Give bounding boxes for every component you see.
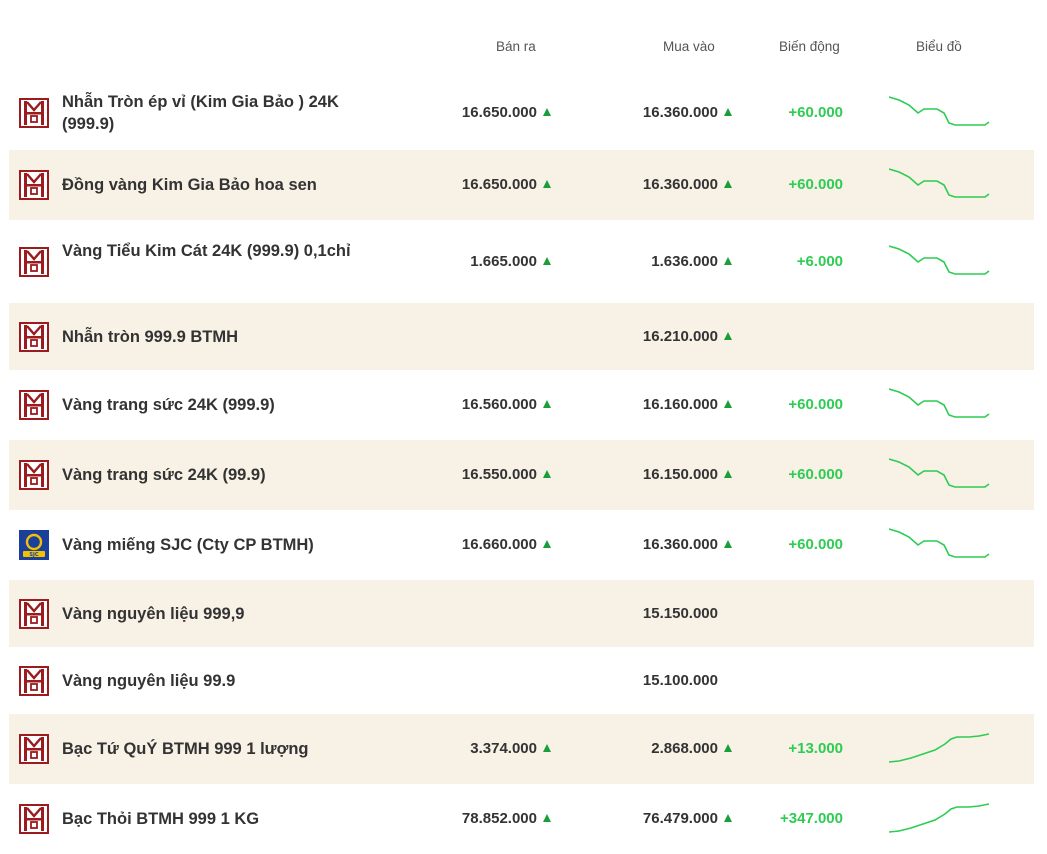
up-arrow-icon <box>543 470 551 478</box>
up-arrow-icon <box>724 470 732 478</box>
up-arrow-icon <box>724 108 732 116</box>
sparkline-chart[interactable] <box>888 525 991 565</box>
sell-price: 1.665.000 <box>470 252 537 270</box>
btmh-logo-icon <box>19 665 49 696</box>
table-row[interactable]: Vàng nguyên liệu 999,9 15.150.000 <box>9 580 1034 647</box>
btmh-logo-icon <box>19 804 49 834</box>
sell-price: 16.550.000 <box>461 466 537 483</box>
table-row[interactable]: Bạc Tứ QuÝ BTMH 999 1 lượng 3.374.000 2.86… <box>9 714 1034 784</box>
product-name[interactable]: Vàng miếng SJC (Cty CP BTMH) <box>62 536 314 554</box>
table-header: Bán ra Mua vào Biến động Biểu đồ <box>9 0 1034 76</box>
buy-price: 16.360.000 <box>642 536 718 553</box>
up-arrow-icon <box>724 744 732 752</box>
sparkline-chart[interactable] <box>888 93 991 133</box>
sparkline-chart[interactable] <box>888 455 991 495</box>
btmh-logo-icon <box>19 170 49 200</box>
sell-price: 16.660.000 <box>461 536 537 553</box>
buy-price: 15.150.000 <box>642 604 718 622</box>
product-name[interactable]: Bạc Tứ QuÝ BTMH 999 1 lượng <box>62 740 309 758</box>
btmh-logo-icon <box>19 98 49 128</box>
product-name[interactable]: Vàng nguyên liệu 999,9 <box>62 604 245 623</box>
price-change: +60.000 <box>788 466 843 483</box>
buy-price: 1.636.000 <box>651 252 718 270</box>
col-buy-header: Mua vào <box>663 39 715 54</box>
price-change: +60.000 <box>788 396 843 413</box>
up-arrow-icon <box>724 540 732 548</box>
price-change: +60.000 <box>788 176 843 193</box>
btmh-logo-icon <box>19 321 49 352</box>
product-name[interactable]: Vàng nguyên liệu 99.9 <box>62 671 236 690</box>
sjc-logo-icon: SJC <box>19 530 49 560</box>
svg-text:SJC: SJC <box>29 552 38 558</box>
price-change: +60.000 <box>788 104 843 121</box>
sparkline-chart[interactable] <box>888 242 991 282</box>
buy-price: 16.150.000 <box>642 466 718 483</box>
product-name[interactable]: Vàng trang sức 24K (99.9) <box>62 466 266 484</box>
up-arrow-icon <box>724 814 732 822</box>
btmh-logo-icon <box>19 246 49 277</box>
table-row[interactable]: Đồng vàng Kim Gia Bảo hoa sen 16.650.000 1… <box>9 150 1034 220</box>
price-change: +347.000 <box>780 810 843 827</box>
sell-price: 16.560.000 <box>461 396 537 413</box>
buy-price: 76.479.000 <box>642 810 718 827</box>
up-arrow-icon <box>543 540 551 548</box>
buy-price: 16.160.000 <box>642 396 718 413</box>
table-row[interactable]: Vàng nguyên liệu 99.9 15.100.000 <box>9 647 1034 714</box>
table-row[interactable]: Vàng trang sức 24K (999.9) 16.560.000 16.1… <box>9 370 1034 440</box>
up-arrow-icon <box>543 744 551 752</box>
up-arrow-icon <box>724 331 732 340</box>
buy-price: 16.210.000 <box>642 327 718 345</box>
up-arrow-icon <box>724 400 732 408</box>
col-chart-header: Biểu đồ <box>916 39 962 54</box>
up-arrow-icon <box>543 400 551 408</box>
col-change-header: Biến động <box>779 39 840 54</box>
sell-price: 16.650.000 <box>461 176 537 193</box>
sparkline-chart[interactable] <box>888 165 991 205</box>
product-name[interactable]: Vàng Tiểu Kim Cát 24K (999.9) 0,1chỉ <box>62 241 351 260</box>
sell-price: 16.650.000 <box>461 104 537 121</box>
up-arrow-icon <box>543 108 551 116</box>
up-arrow-icon <box>724 256 732 265</box>
up-arrow-icon <box>543 256 551 265</box>
product-name[interactable]: Nhẫn Tròn ép vỉ (Kim Gia Bảo ) 24K (999.… <box>62 93 339 133</box>
col-sell-header: Bán ra <box>496 39 536 54</box>
btmh-logo-icon <box>19 460 49 490</box>
sell-price: 3.374.000 <box>470 740 537 757</box>
table-row[interactable]: Nhẫn tròn 999.9 BTMH 16.210.000 <box>9 303 1034 370</box>
table-row[interactable]: Vàng trang sức 24K (99.9) 16.550.000 16.15… <box>9 440 1034 510</box>
sell-price: 78.852.000 <box>461 810 537 827</box>
buy-price: 2.868.000 <box>651 740 718 757</box>
sparkline-chart[interactable] <box>888 799 991 839</box>
table-row[interactable]: Vàng Tiểu Kim Cát 24K (999.9) 0,1chỉ 1.66… <box>9 220 1034 303</box>
product-name[interactable]: Vàng trang sức 24K (999.9) <box>62 396 275 414</box>
product-name[interactable]: Nhẫn tròn 999.9 BTMH <box>62 327 239 346</box>
up-arrow-icon <box>724 180 732 188</box>
buy-price: 16.360.000 <box>642 104 718 121</box>
sparkline-chart[interactable] <box>888 385 991 425</box>
btmh-logo-icon <box>19 598 49 629</box>
buy-price: 16.360.000 <box>642 176 718 193</box>
table-row[interactable]: Bạc Thỏi BTMH 999 1 KG 78.852.000 76.479.0… <box>9 784 1034 854</box>
product-name[interactable]: Bạc Thỏi BTMH 999 1 KG <box>62 810 260 828</box>
up-arrow-icon <box>543 814 551 822</box>
price-change: +6.000 <box>796 252 843 270</box>
product-name[interactable]: Đồng vàng Kim Gia Bảo hoa sen <box>62 176 317 194</box>
btmh-logo-icon <box>19 734 49 764</box>
up-arrow-icon <box>543 180 551 188</box>
btmh-logo-icon <box>19 390 49 420</box>
table-body: Nhẫn Tròn ép vỉ (Kim Gia Bảo ) 24K (999.… <box>9 76 1034 854</box>
sparkline-chart[interactable] <box>888 729 991 769</box>
price-change: +60.000 <box>788 536 843 553</box>
price-table: Bán ra Mua vào Biến động Biểu đồ Nhẫn Tr… <box>9 0 1034 854</box>
table-row[interactable]: SJC Vàng miếng SJC (Cty CP BTMH) 16.660.00… <box>9 510 1034 580</box>
price-change: +13.000 <box>788 740 843 757</box>
buy-price: 15.100.000 <box>642 671 718 689</box>
table-row[interactable]: Nhẫn Tròn ép vỉ (Kim Gia Bảo ) 24K (999.… <box>9 76 1034 150</box>
